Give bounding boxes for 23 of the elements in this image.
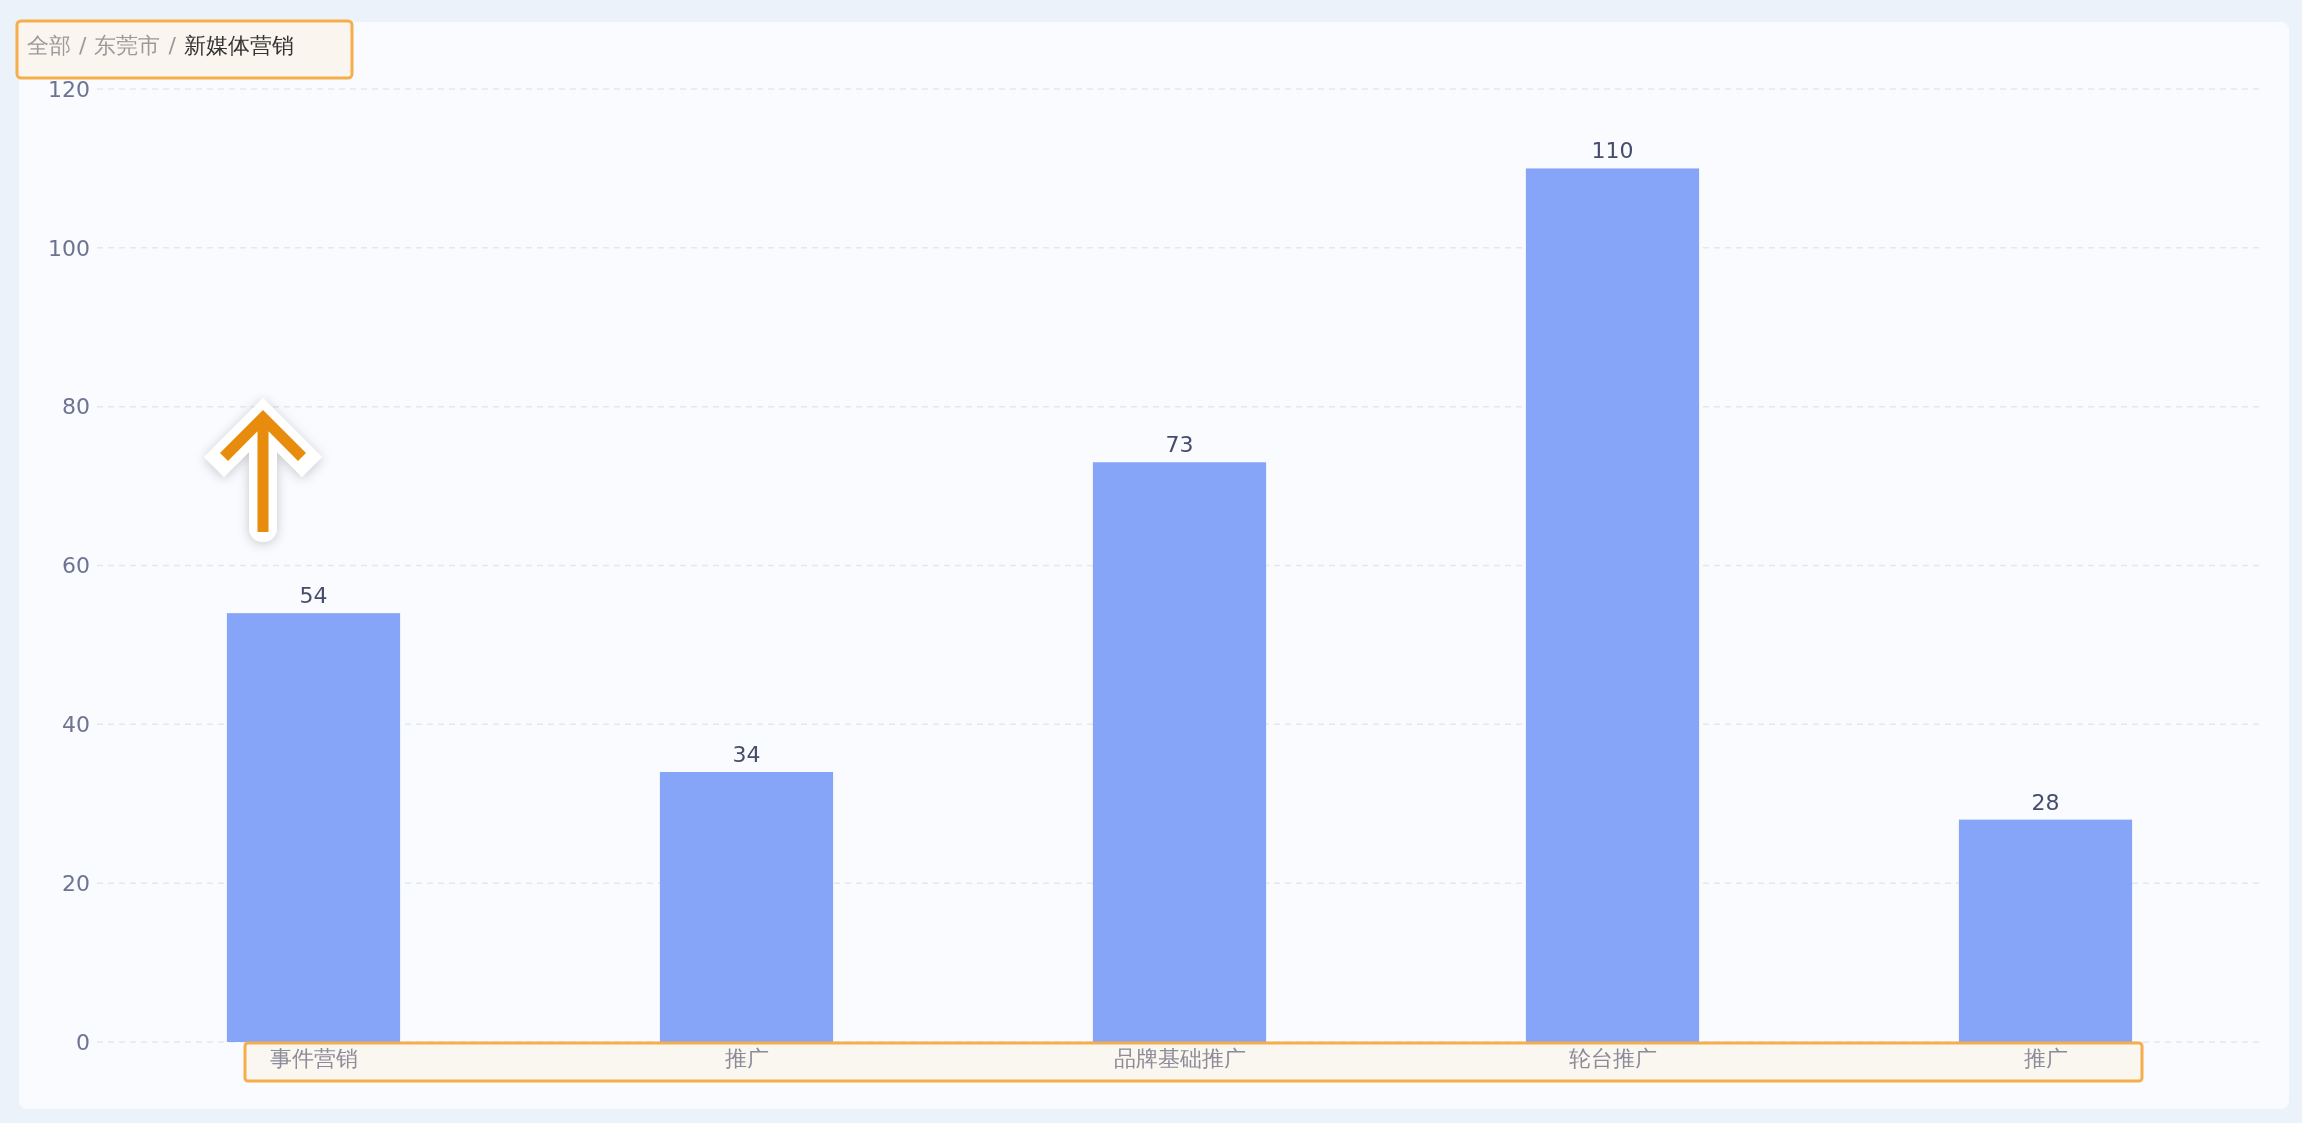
bar xyxy=(226,613,401,1042)
y-tick-label: 60 xyxy=(62,553,90,579)
chart-title: 全部 / 东莞市 / 新媒体营销 xyxy=(27,33,294,58)
x-tick-label: 事件营销 xyxy=(269,1046,358,1071)
x-tick-label: 品牌基础推广 xyxy=(1113,1046,1246,1071)
y-tick-label: 40 xyxy=(62,712,90,738)
data-label: 54 xyxy=(299,583,328,609)
y-tick-label: 20 xyxy=(62,870,90,896)
bar xyxy=(659,771,834,1042)
bar xyxy=(1092,462,1267,1042)
data-label: 73 xyxy=(1165,432,1194,458)
data-label: 28 xyxy=(2031,789,2060,815)
y-tick-label: 100 xyxy=(48,235,90,261)
y-tick-label: 120 xyxy=(48,76,90,102)
y-tick-label: 0 xyxy=(76,1029,90,1055)
bar xyxy=(1958,819,2133,1042)
data-label: 34 xyxy=(732,741,761,767)
data-label: 110 xyxy=(1591,138,1634,164)
y-tick-label: 80 xyxy=(62,394,90,420)
x-tick-label: 轮台推广 xyxy=(1568,1046,1657,1071)
x-tick-label: 推广 xyxy=(2023,1046,2068,1071)
x-tick-label: 推广 xyxy=(724,1046,769,1071)
bar xyxy=(1525,168,1700,1042)
